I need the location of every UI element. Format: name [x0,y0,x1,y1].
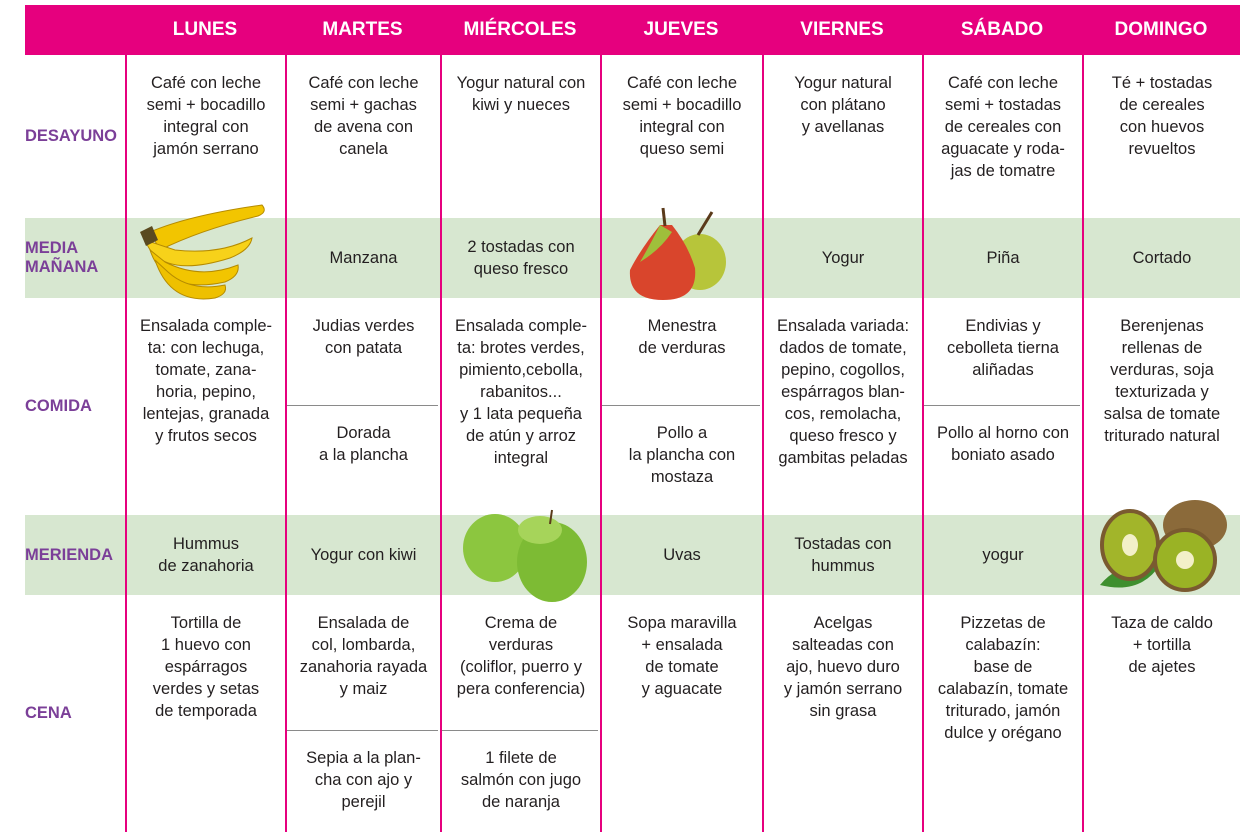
menu-cell: 2 tostadas con queso fresco [467,238,575,278]
header-band [25,5,1240,55]
menu-cell: Acelgas salteadas con ajo, huevo duro y … [783,614,903,720]
column-divider [1082,55,1084,832]
menu-cell: Berenjenas rellenas de verduras, soja te… [1103,317,1221,445]
column-divider [285,55,287,832]
menu-cell: Ensalada variada: dados de tomate, pepin… [776,317,910,467]
menu-cell: Ensalada de col, lombarda, zanahoria ray… [299,614,428,698]
menu-cell: Ensalada comple- ta: con lechuga, tomate… [139,317,273,445]
column-divider [440,55,442,832]
menu-cell: Café con leche semi + tostadas de cereal… [941,74,1065,180]
menu-cell: Café con leche semi + bocadillo integral… [622,74,742,158]
menu-cell: Yogur [821,249,865,267]
row-label: COMIDA [25,397,92,415]
menu-cell: Yogur natural con plátano y avellanas [794,74,892,136]
menu-cell: 1 filete de salmón con jugo de naranja [460,749,582,811]
menu-cell: Ensalada comple- ta: brotes verdes, pimi… [454,317,588,467]
day-header: SÁBADO [960,19,1044,40]
menu-cell: Té + tostadas de cereales con huevos rev… [1111,74,1213,158]
menu-cell: Hummus de zanahoria [158,535,254,575]
row-label: CENA [25,704,72,722]
row-label: MERIENDA [25,545,114,564]
menu-cell: Taza de caldo + tortilla de ajetes [1111,614,1213,676]
menu-cell: Café con leche semi + gachas de avena co… [308,74,419,158]
row-label: MEDIA MAÑANA [25,239,99,276]
day-header: MARTES [322,19,403,40]
menu-cell: Cortado [1132,249,1192,267]
green-band [25,515,1240,595]
menu-cell: Tortilla de 1 huevo con espárragos verde… [152,614,260,720]
column-divider [762,55,764,832]
column-divider [125,55,127,832]
menu-cell: Menestra de verduras [638,317,726,357]
day-header: MIÉRCOLES [463,19,577,40]
menu-cell: Judias verdes con patata [312,317,415,357]
menu-cell: Sepia a la plan- cha con ajo y perejil [306,749,421,811]
menu-cell: Pollo al horno con boniato asado [936,424,1070,464]
menu-cell: Pollo a la plancha con mostaza [628,424,736,486]
menu-cell: Sopa maravilla + ensalada de tomate y ag… [627,614,737,698]
column-divider [600,55,602,832]
menu-cell: Dorada a la plancha [319,424,408,464]
menu-cell: Café con leche semi + bocadillo integral… [146,74,266,158]
menu-cell: Manzana [329,249,398,267]
day-header: JUEVES [643,19,719,40]
cell-divider [287,405,438,406]
menu-cell: yogur [982,546,1024,564]
cell-divider [924,405,1080,406]
menu-cell: Crema de verduras (coliflor, puerro y pe… [456,614,586,698]
menu-cell: Piña [986,249,1020,267]
cell-divider [442,730,598,731]
day-header: LUNES [172,19,238,40]
cell-divider [287,730,438,731]
day-header: DOMINGO [1114,19,1208,40]
column-divider [922,55,924,832]
menu-cell: Tostadas con hummus [794,535,892,575]
menu-cell: Endivias y cebolleta tierna aliñadas [947,317,1059,379]
menu-cell: Yogur natural con kiwi y nueces [456,74,586,114]
row-label: DESAYUNO [25,127,117,145]
menu-cell: Pizzetas de calabazín: base de calabazín… [937,614,1069,742]
menu-cell: Uvas [663,546,701,564]
menu-cell: Yogur con kiwi [310,546,417,564]
cell-divider [602,405,760,406]
day-header: VIERNES [800,19,884,40]
